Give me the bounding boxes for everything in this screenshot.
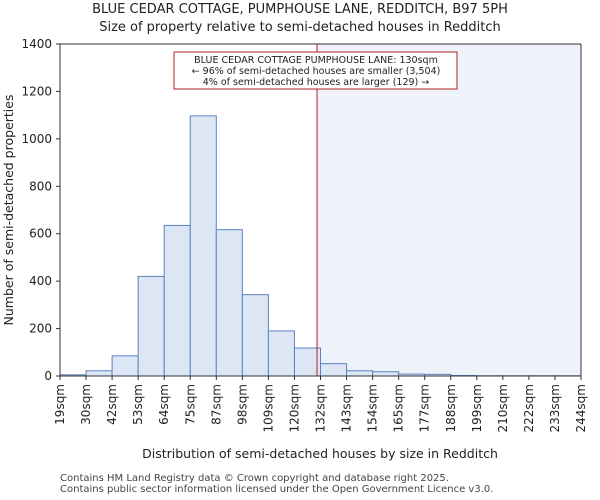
- x-tick-label-222sqm: 222sqm: [522, 384, 536, 432]
- bar-42sqm: [111, 355, 139, 377]
- y-tick-label-400: 400: [29, 274, 52, 288]
- y-axis-label: Number of semi-detached properties: [1, 95, 16, 326]
- y-tick-label-1000: 1000: [21, 132, 52, 146]
- x-tick-label-132sqm: 132sqm: [314, 384, 328, 432]
- y-tick-label-0: 0: [44, 369, 52, 383]
- x-tick-label-109sqm: 109sqm: [261, 384, 275, 432]
- x-tick-label-64sqm: 64sqm: [157, 384, 171, 425]
- y-tick-label-200: 200: [29, 322, 52, 336]
- annotation-line-3: 4% of semi-detached houses are larger (1…: [203, 77, 430, 88]
- x-tick-label-210sqm: 210sqm: [496, 384, 510, 432]
- footer-line-1: Contains HM Land Registry data © Crown c…: [60, 473, 449, 484]
- x-tick-label-165sqm: 165sqm: [392, 384, 406, 432]
- bar-109sqm: [267, 330, 295, 377]
- bar-75sqm: [189, 115, 217, 377]
- chart-title: BLUE CEDAR COTTAGE, PUMPHOUSE LANE, REDD…: [92, 2, 508, 17]
- x-tick-label-98sqm: 98sqm: [235, 384, 249, 425]
- chart-subtitle: Size of property relative to semi-detach…: [99, 20, 501, 35]
- x-tick-label-42sqm: 42sqm: [105, 384, 119, 425]
- x-tick-label-199sqm: 199sqm: [470, 384, 484, 432]
- x-tick-label-87sqm: 87sqm: [209, 384, 223, 425]
- x-tick-label-19sqm: 19sqm: [53, 384, 67, 425]
- annotation-box: BLUE CEDAR COTTAGE PUMPHOUSE LANE: 130sq…: [173, 51, 458, 90]
- bar-132sqm: [320, 363, 348, 377]
- y-tick-label-1400: 1400: [21, 37, 52, 51]
- bar-87sqm: [215, 229, 243, 377]
- x-tick-label-244sqm: 244sqm: [574, 384, 588, 432]
- bar-98sqm: [241, 294, 269, 377]
- x-axis-label: Distribution of semi-detached houses by …: [142, 446, 498, 461]
- bar-64sqm: [163, 224, 191, 377]
- bar-154sqm: [372, 371, 400, 377]
- plot-area: 0 200 400 600 800 1000 1200 1400 19sqm 30sqm 42sqm…: [21, 37, 588, 432]
- x-tick-label-188sqm: 188sqm: [444, 384, 458, 432]
- x-tick-label-120sqm: 120sqm: [287, 384, 301, 432]
- x-tick-label-30sqm: 30sqm: [79, 384, 93, 425]
- y-tick-label-1200: 1200: [21, 84, 52, 98]
- bar-143sqm: [346, 370, 374, 377]
- bar-120sqm: [293, 347, 322, 377]
- bar-53sqm: [137, 275, 165, 377]
- x-tick-label-53sqm: 53sqm: [131, 384, 145, 425]
- footer-line-2: Contains public sector information licen…: [60, 484, 494, 495]
- annotation-border: [173, 51, 458, 90]
- y-tick-label-800: 800: [29, 179, 52, 193]
- x-tick-label-233sqm: 233sqm: [548, 384, 562, 432]
- annotation-line-1: BLUE CEDAR COTTAGE PUMPHOUSE LANE: 130sq…: [194, 55, 438, 66]
- x-tick-label-154sqm: 154sqm: [366, 384, 380, 432]
- x-tick-label-75sqm: 75sqm: [183, 384, 197, 425]
- y-tick-label-600: 600: [29, 227, 52, 241]
- bar-30sqm: [85, 370, 113, 377]
- highlight-shade: [317, 44, 581, 376]
- x-tick-label-143sqm: 143sqm: [340, 384, 354, 432]
- annotation-line-2: ← 96% of semi-detached houses are smalle…: [192, 66, 441, 77]
- x-tick-label-177sqm: 177sqm: [418, 384, 432, 432]
